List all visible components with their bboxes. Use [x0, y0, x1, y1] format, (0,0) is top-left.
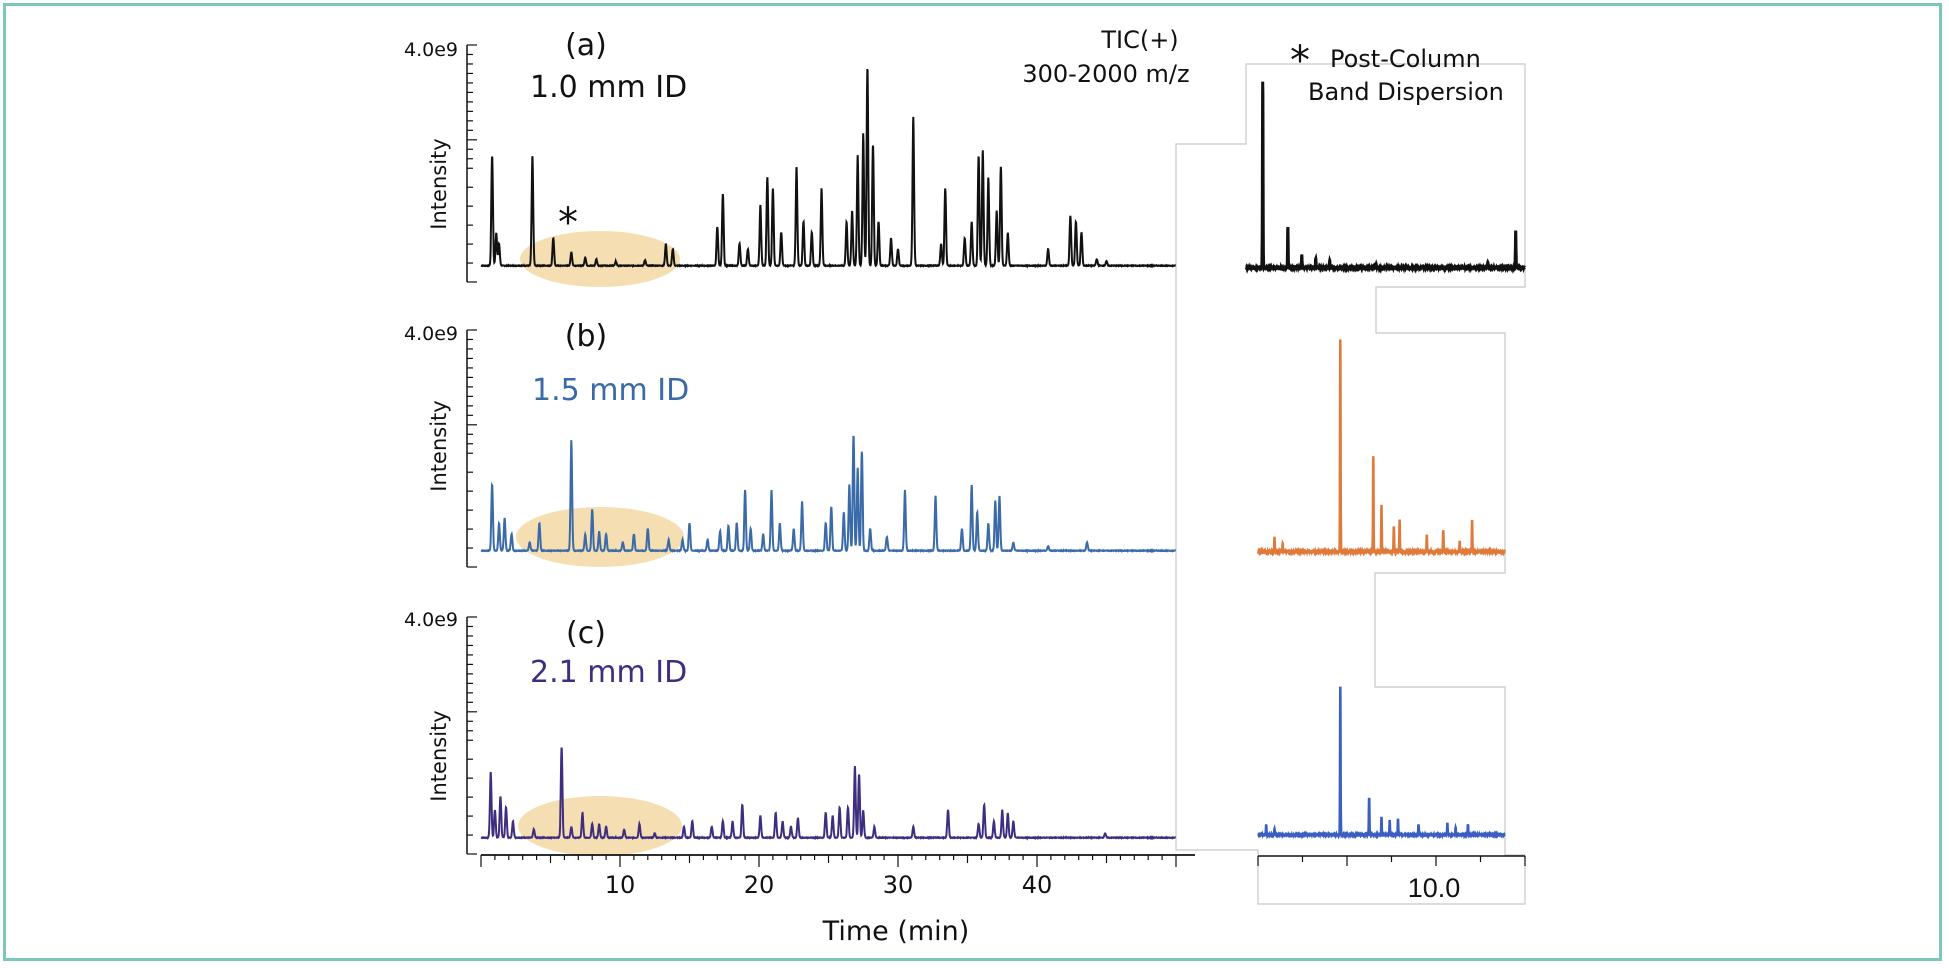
x-tick-label: 10 [605, 871, 636, 899]
series-label-b: 1.5 mm ID [532, 373, 689, 408]
x-tick-label: 20 [744, 871, 775, 899]
trace-a [480, 68, 1177, 269]
tic-label-line2: 300-2000 m/z [1022, 60, 1189, 88]
ymax-label-c: 4.0e9 [404, 609, 458, 631]
figure-frame [3, 3, 1942, 961]
y-axis-a [466, 44, 477, 283]
y-axis-c [466, 616, 477, 855]
panel-label-a: (a) [565, 28, 607, 63]
trace-b [480, 435, 1177, 554]
dispersion-star: * [1290, 38, 1310, 84]
series-label-c: 2.1 mm ID [530, 655, 687, 690]
x-tick-label: 30 [883, 871, 914, 899]
x-axis-title: Time (min) [822, 916, 970, 947]
trace-c [480, 747, 1177, 841]
inset-trace-a [1244, 81, 1526, 274]
peak-star: * [558, 200, 578, 246]
panel-label-b: (b) [565, 319, 607, 354]
ylabel-c: Intensity [427, 710, 451, 801]
inset-outline [1175, 63, 1526, 905]
ymax-label-b: 4.0e9 [404, 323, 458, 345]
highlight-ellipse-a [520, 231, 680, 287]
ymax-label-a: 4.0e9 [404, 39, 458, 61]
inset-x-axis: 10.0 [1257, 855, 1526, 903]
dispersion-label-line1: Post-Column [1330, 45, 1481, 73]
tic-label-line1: TIC(+) [1100, 26, 1178, 54]
inset-trace-c [1257, 686, 1506, 840]
dispersion-label-line2: Band Dispersion [1308, 78, 1504, 106]
ylabel-a: Intensity [427, 138, 451, 229]
x-tick-label: 40 [1022, 871, 1053, 899]
inset-trace-b [1256, 339, 1507, 557]
ylabel-b: Intensity [427, 400, 451, 491]
x-axis: 10 20 30 40 [480, 854, 1195, 899]
panel-label-c: (c) [566, 616, 606, 651]
inset-x-tick-label: 10.0 [1408, 873, 1461, 903]
y-axis-b [466, 329, 477, 568]
series-label-a: 1.0 mm ID [530, 70, 687, 105]
